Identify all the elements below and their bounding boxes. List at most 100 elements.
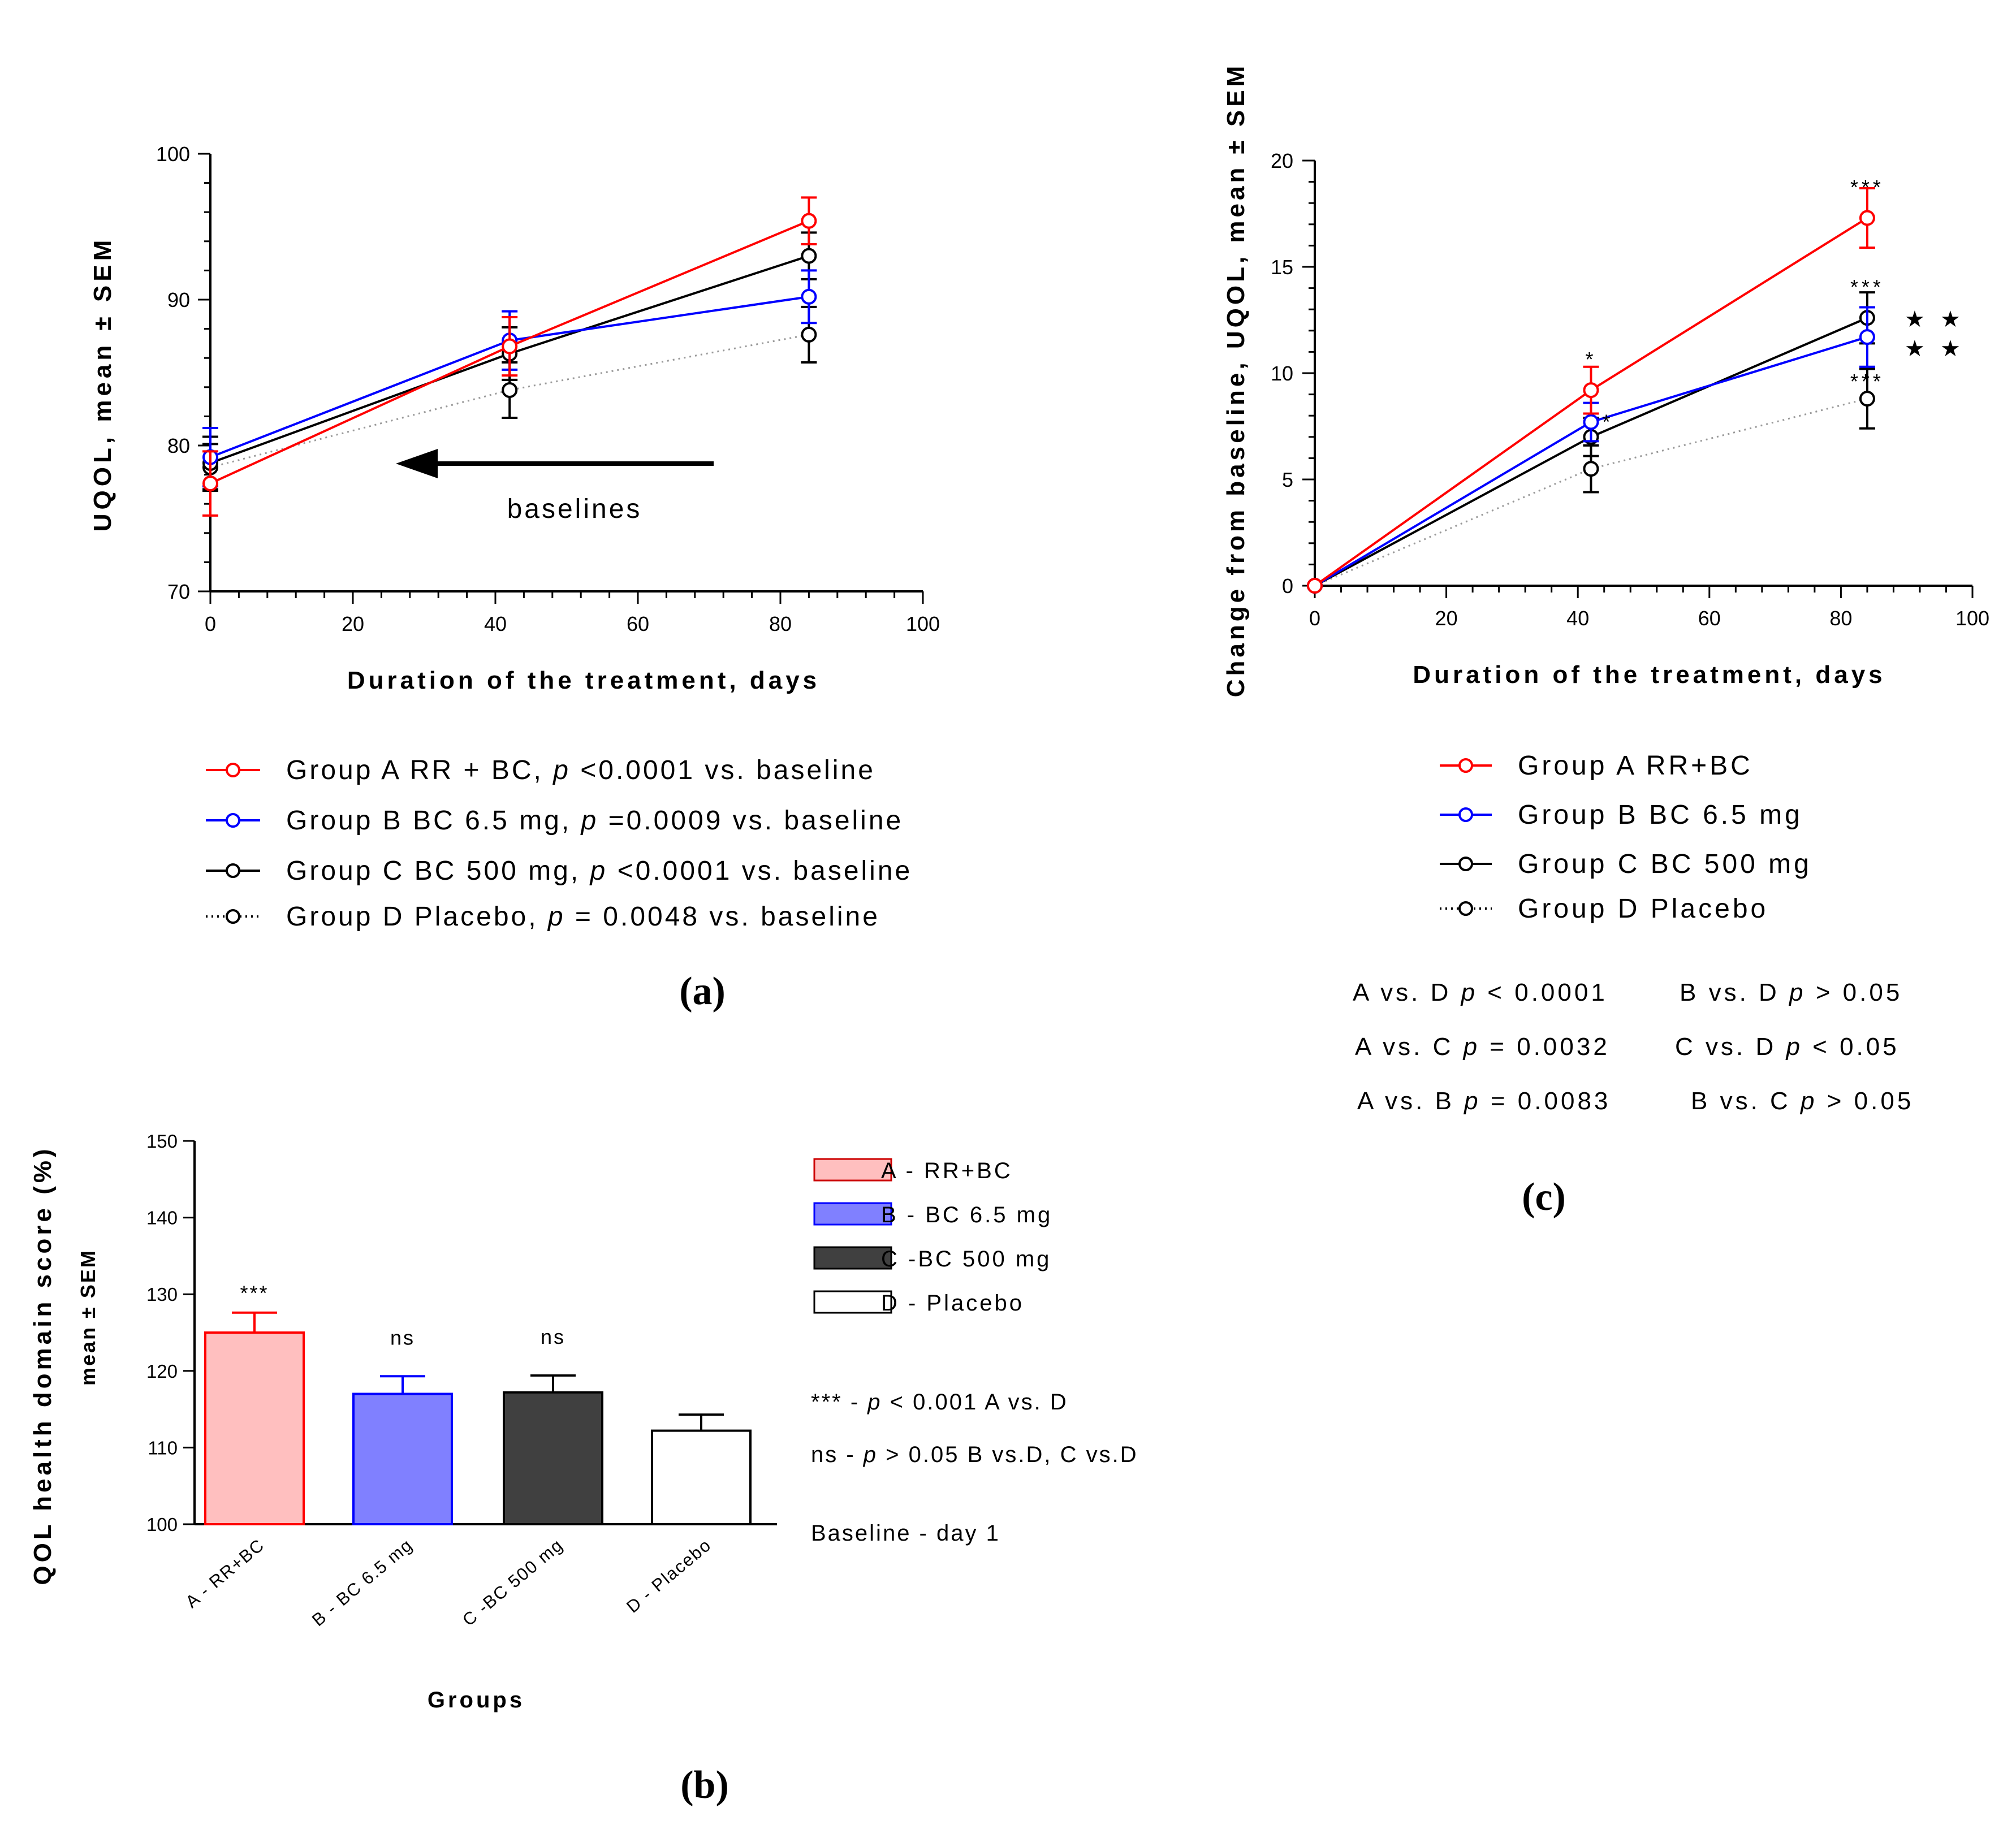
legend-text: =0.0009 vs. baseline bbox=[598, 806, 903, 836]
significance-mark: *** bbox=[1850, 370, 1884, 393]
legend-swatch bbox=[813, 1246, 892, 1270]
comparison-p: p bbox=[1463, 1087, 1480, 1115]
comparison-p: p bbox=[1788, 979, 1806, 1006]
comparison-value: > 0.05 bbox=[1818, 1087, 1914, 1115]
legend-item: Group D Placebo bbox=[1440, 894, 1765, 924]
legend-marker bbox=[226, 909, 240, 924]
y-tick-label: 90 bbox=[167, 288, 190, 312]
x-tick-label: A - RR+BC bbox=[182, 1535, 268, 1612]
legend-item: Group B BC 6.5 mg, p =0.0009 vs. baselin… bbox=[206, 806, 903, 836]
stat-note-prefix: *** - bbox=[811, 1390, 867, 1415]
data-point bbox=[202, 475, 218, 492]
legend-marker bbox=[1458, 758, 1473, 773]
x-tick-label: 0 bbox=[205, 612, 216, 635]
comparison-groups: A vs. D bbox=[1353, 979, 1461, 1006]
data-point bbox=[1583, 382, 1599, 399]
panel-c: 0 5 10 15 20 0 20 40 60 80 100 Duration of the trea… bbox=[1222, 63, 1989, 1219]
x-tick-label: 20 bbox=[1435, 607, 1458, 630]
significance-mark: * bbox=[1602, 410, 1613, 433]
legend-item: B - BC 6.5 mg bbox=[813, 1202, 1050, 1227]
comparison-stat: B vs. D p > 0.05 bbox=[1680, 979, 1902, 1006]
y-tick-label: 110 bbox=[148, 1437, 178, 1458]
legend-marker bbox=[226, 763, 240, 777]
legend-label: C -BC 500 mg bbox=[881, 1247, 1051, 1272]
panel-a: 70 80 90 100 0 20 40 60 80 100 Duration of the tre… bbox=[89, 142, 940, 1013]
data-point bbox=[1307, 578, 1323, 594]
bar-group: ns C -BC 500 mg bbox=[459, 1325, 603, 1630]
comparison-p: p bbox=[1799, 1087, 1817, 1115]
comparison-groups: B vs. C bbox=[1691, 1087, 1801, 1115]
comparison-value: > 0.05 bbox=[1806, 979, 1903, 1006]
comparison-p: p bbox=[1460, 979, 1478, 1006]
legend-label: A - RR+BC bbox=[881, 1158, 1013, 1183]
legend-text: Group B BC 6.5 mg, bbox=[286, 806, 581, 836]
legend-marker bbox=[1458, 857, 1473, 871]
y-tick-label: 20 bbox=[1271, 149, 1293, 172]
data-point bbox=[502, 338, 518, 354]
legend-label: Group D Placebo, p = 0.0048 vs. baseline bbox=[286, 902, 880, 932]
legend-p: p bbox=[547, 902, 565, 932]
y-tick-label: 100 bbox=[146, 1514, 178, 1535]
legend-swatch bbox=[813, 1202, 892, 1226]
y-tick-label: 100 bbox=[156, 142, 190, 166]
x-tick-label: 40 bbox=[484, 612, 507, 635]
y-tick-label: 0 bbox=[1282, 574, 1293, 598]
x-tick-label: 20 bbox=[342, 612, 364, 635]
data-point bbox=[502, 382, 518, 398]
y-tick-label: 70 bbox=[167, 580, 190, 603]
baseline-note: Baseline - day 1 bbox=[811, 1521, 1000, 1546]
comparison-groups: A vs. C bbox=[1355, 1033, 1464, 1061]
y-tick-label: 140 bbox=[146, 1208, 178, 1229]
y-tick-label: 5 bbox=[1282, 468, 1293, 491]
star-marks: ★ ★ bbox=[1905, 336, 1965, 361]
bar-group: *** A - RR+BC bbox=[182, 1282, 305, 1612]
bar-group: D - Placebo bbox=[623, 1413, 752, 1617]
legend-item: C -BC 500 mg bbox=[813, 1246, 1051, 1272]
legend-item: A - RR+BC bbox=[813, 1158, 1013, 1183]
legend-item: Group A RR + BC, p <0.0001 vs. baseline bbox=[206, 755, 875, 785]
data-point bbox=[1859, 391, 1875, 407]
y-tick-label: 80 bbox=[167, 434, 190, 457]
series-line bbox=[210, 334, 809, 469]
data-point bbox=[801, 288, 817, 305]
legend-label: Group C BC 500 mg, p <0.0001 vs. baselin… bbox=[286, 856, 912, 886]
legend-marker bbox=[226, 863, 240, 878]
x-tick-label: 80 bbox=[1829, 607, 1852, 630]
y-tick-label: 130 bbox=[146, 1284, 178, 1305]
baselines-arrow-head bbox=[396, 449, 438, 478]
legend-label: Group A RR + BC, p <0.0001 vs. baseline bbox=[286, 755, 875, 785]
comparison-groups: A vs. B bbox=[1357, 1087, 1464, 1115]
comparison-value: < 0.05 bbox=[1803, 1033, 1900, 1061]
data-point bbox=[801, 326, 817, 343]
legend-text: Group A RR + BC, bbox=[286, 755, 553, 785]
x-tick-label: 40 bbox=[1566, 607, 1589, 630]
x-tick-label: B - BC 6.5 mg bbox=[308, 1535, 417, 1631]
x-axis-title: Groups bbox=[428, 1688, 525, 1712]
y-tick-label: 10 bbox=[1271, 362, 1293, 385]
x-tick-label: C -BC 500 mg bbox=[459, 1535, 567, 1630]
comparison-stat: A vs. D p < 0.0001 bbox=[1353, 979, 1608, 1006]
significance-mark: * bbox=[1585, 348, 1596, 371]
legend-item: Group C BC 500 mg bbox=[1440, 849, 1809, 879]
data-point bbox=[801, 248, 817, 264]
y-axis-title: Change from baseline, UQOL, mean ± SEM bbox=[1222, 63, 1250, 698]
legend-marker bbox=[1458, 807, 1473, 822]
data-point bbox=[801, 213, 817, 229]
stat-note-p: p bbox=[863, 1442, 878, 1467]
comparison-value: = 0.0032 bbox=[1480, 1033, 1610, 1061]
legend-text: <0.0001 vs. baseline bbox=[571, 755, 875, 785]
star-marks: ★ ★ bbox=[1905, 307, 1965, 332]
legend-item: Group C BC 500 mg, p <0.0001 vs. baselin… bbox=[206, 856, 912, 886]
comparison-p: p bbox=[1462, 1033, 1480, 1061]
bar bbox=[503, 1391, 603, 1526]
y-tick-label: 120 bbox=[146, 1361, 178, 1382]
bar bbox=[651, 1429, 752, 1526]
panel-b: 100 110 120 130 140 150 *** A - RR+BC ns B - BC 6… bbox=[29, 1131, 1137, 1807]
significance-label: ns bbox=[541, 1325, 565, 1348]
legend-p: p bbox=[552, 755, 571, 785]
legend-swatch bbox=[813, 1158, 892, 1182]
legend-label: Group B BC 6.5 mg, p =0.0009 vs. baselin… bbox=[286, 806, 903, 836]
data-point bbox=[1583, 461, 1599, 477]
legend-item: Group A RR+BC bbox=[1440, 751, 1750, 781]
